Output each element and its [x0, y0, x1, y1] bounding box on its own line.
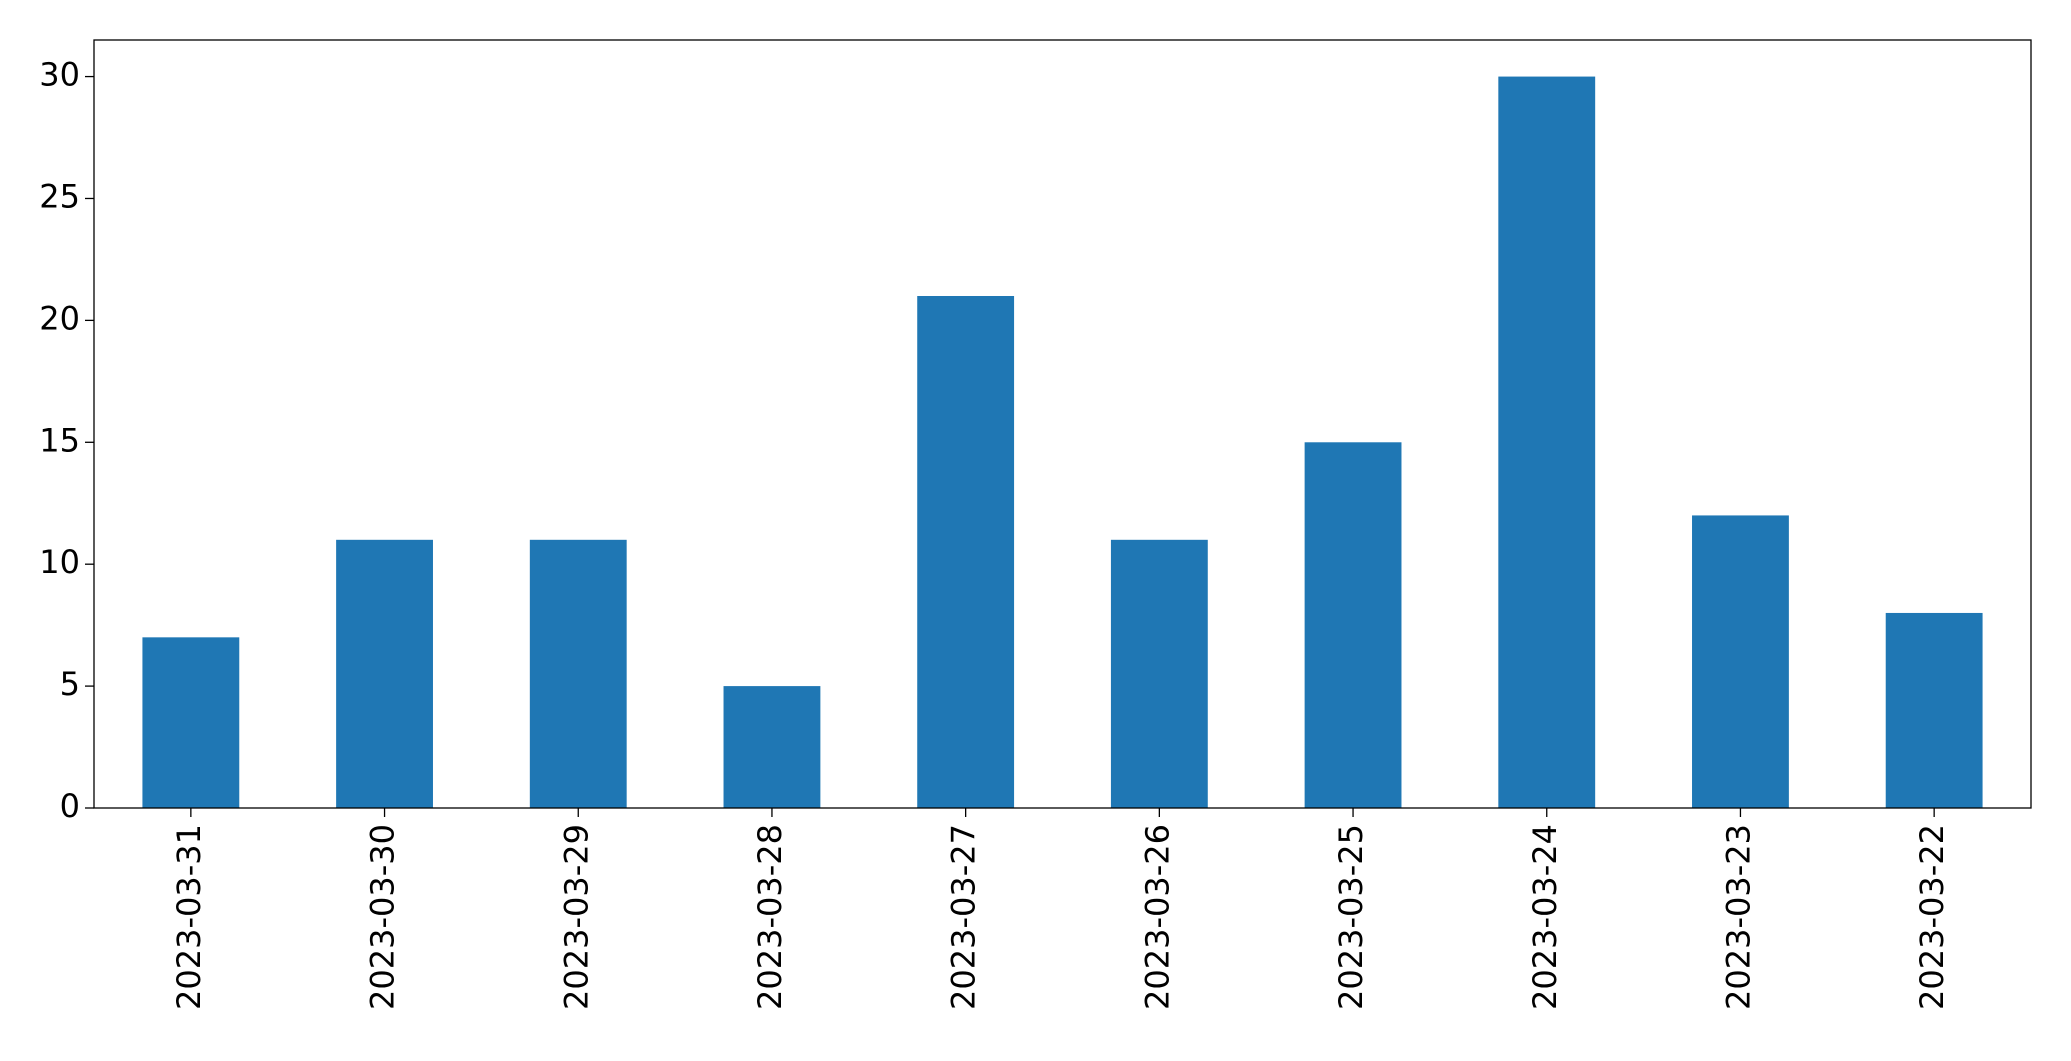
bar	[1885, 612, 1983, 808]
x-tick-label: 2023-03-22	[1913, 824, 1951, 1010]
bar	[336, 539, 433, 808]
x-tick-label: 2023-03-30	[364, 824, 402, 1010]
x-tick-label: 2023-03-27	[945, 824, 983, 1010]
x-tick-label: 2023-03-25	[1332, 824, 1370, 1010]
y-tick-label: 25	[39, 177, 80, 215]
y-tick-label: 20	[39, 299, 80, 337]
x-tick-label: 2023-03-23	[1719, 824, 1757, 1010]
bar	[529, 539, 627, 808]
y-tick-label: 5	[60, 665, 80, 703]
bar	[1498, 76, 1596, 809]
y-tick-label: 10	[39, 543, 80, 581]
x-tick-label: 2023-03-29	[557, 824, 595, 1010]
y-tick-label: 0	[60, 787, 80, 825]
y-tick-label: 30	[39, 56, 80, 94]
bar	[142, 637, 240, 808]
x-tick-label: 2023-03-28	[751, 824, 789, 1010]
x-tick-label: 2023-03-26	[1138, 824, 1176, 1010]
bar	[1692, 515, 1789, 808]
plot-frame	[93, 39, 2032, 809]
bar	[723, 686, 821, 808]
bar	[1304, 442, 1402, 808]
bar	[1110, 539, 1208, 808]
bar	[917, 296, 1015, 808]
x-tick-label: 2023-03-31	[170, 824, 208, 1010]
y-tick-label: 15	[39, 421, 80, 459]
x-tick-label: 2023-03-24	[1526, 824, 1564, 1010]
